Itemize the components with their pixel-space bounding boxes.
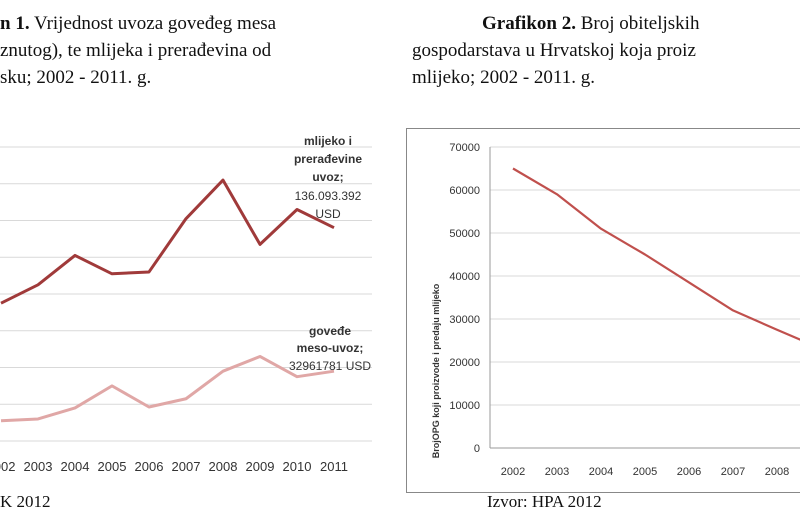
right-x-tick-label: 2003 bbox=[545, 466, 569, 478]
left-chart-series bbox=[0, 178, 335, 423]
left-series-line-2 bbox=[0, 354, 335, 423]
right-chart-series bbox=[512, 167, 800, 341]
left-x-tick-label: 2007 bbox=[172, 459, 201, 474]
left-annotation-beef-line: meso-uvoz; bbox=[297, 341, 364, 355]
left-chart-grid bbox=[0, 146, 372, 442]
right-y-tick-label: 0 bbox=[474, 443, 480, 455]
left-x-tick-label: 2002 bbox=[0, 459, 15, 474]
left-caption-text1: Vrijednost uvoza goveđeg mesa bbox=[29, 13, 277, 34]
right-chart-frame bbox=[406, 128, 800, 493]
left-chart-x-ticks: 2002 2003 2004 2005 2006 2007 2008 2009 2010 2011 bbox=[0, 459, 348, 474]
left-annotation-milk-line: uvoz; bbox=[312, 170, 343, 184]
left-chart-caption: n 1. Vrijednost uvoza goveđeg mesa znuto… bbox=[0, 10, 276, 91]
left-x-tick-label: 2004 bbox=[61, 459, 90, 474]
right-caption-line2: gospodarstava u Hrvatskoj koja proiz bbox=[412, 40, 696, 61]
left-annotation-milk-line: prerađevine bbox=[294, 152, 362, 166]
left-annotation-beef-line: 32961781 USD bbox=[289, 359, 371, 373]
left-annotation-beef-line: goveđe bbox=[309, 324, 351, 338]
left-caption-line3: sku; 2002 - 2011. g. bbox=[0, 67, 152, 88]
right-x-tick-label: 2006 bbox=[677, 466, 701, 478]
right-x-tick-label: 2007 bbox=[721, 466, 745, 478]
left-x-tick-label: 2005 bbox=[98, 459, 127, 474]
right-y-tick-label: 50000 bbox=[449, 228, 480, 240]
left-annotation-milk-line: USD bbox=[315, 207, 341, 221]
left-chart-annotations: mlijeko i prerađevine uvoz; 136.093.392 USD g… bbox=[289, 134, 371, 373]
left-x-tick-label: 2009 bbox=[246, 459, 275, 474]
right-x-tick-label: 2008 bbox=[765, 466, 789, 478]
left-x-tick-label: 2011 bbox=[320, 459, 348, 474]
right-chart-y-ticks: 0 10000 20000 30000 40000 50000 60000 70000 bbox=[449, 142, 480, 455]
left-caption-bold: n 1. bbox=[0, 13, 30, 34]
right-chart-y-axis-label: BrojOPG koji proizvode i predaju mlijeko bbox=[431, 283, 441, 458]
right-x-tick-label: 2005 bbox=[633, 466, 657, 478]
right-caption-bold: Grafikon 2. bbox=[482, 13, 576, 34]
left-x-tick-label: 2010 bbox=[283, 459, 312, 474]
right-x-tick-label: 2004 bbox=[589, 466, 613, 478]
left-annotation-milk-line: 136.093.392 bbox=[295, 189, 362, 203]
right-chart-x-ticks: 2002 2003 2004 2005 2006 2007 2008 bbox=[501, 466, 789, 478]
right-source: Izvor: HPA 2012 bbox=[487, 492, 602, 511]
right-caption-line1: Grafikon 2. Broj obiteljskih bbox=[412, 10, 699, 37]
right-y-tick-label: 10000 bbox=[449, 400, 480, 412]
right-series-line bbox=[512, 167, 800, 341]
left-caption-line2: znutog), te mlijeka i prerađevina od bbox=[0, 40, 272, 61]
right-caption-line3: mlijeko; 2002 - 2011. g. bbox=[412, 67, 595, 88]
right-y-tick-label: 40000 bbox=[449, 271, 480, 283]
right-line-chart: 0 10000 20000 30000 40000 50000 60000 70000 200… bbox=[406, 128, 800, 493]
right-y-tick-label: 60000 bbox=[449, 185, 480, 197]
left-x-tick-label: 2006 bbox=[135, 459, 164, 474]
right-chart-grid bbox=[489, 146, 800, 449]
left-series-line-1 bbox=[0, 178, 335, 305]
left-x-tick-label: 2008 bbox=[209, 459, 238, 474]
right-y-tick-label: 20000 bbox=[449, 357, 480, 369]
right-y-tick-label: 70000 bbox=[449, 142, 480, 154]
left-annotation-milk-line: mlijeko i bbox=[304, 134, 352, 148]
right-chart-caption: Grafikon 2. Broj obiteljskih gospodarsta… bbox=[412, 10, 699, 91]
right-y-tick-label: 30000 bbox=[449, 314, 480, 326]
right-x-tick-label: 2002 bbox=[501, 466, 525, 478]
left-caption-line1: n 1. Vrijednost uvoza goveđeg mesa bbox=[0, 10, 276, 37]
left-line-chart: 2002 2003 2004 2005 2006 2007 2008 2009 2010 2011… bbox=[0, 134, 372, 474]
left-x-tick-label: 2003 bbox=[24, 459, 53, 474]
left-source: K 2012 bbox=[0, 492, 51, 511]
right-caption-text1: Broj obiteljskih bbox=[575, 13, 700, 34]
